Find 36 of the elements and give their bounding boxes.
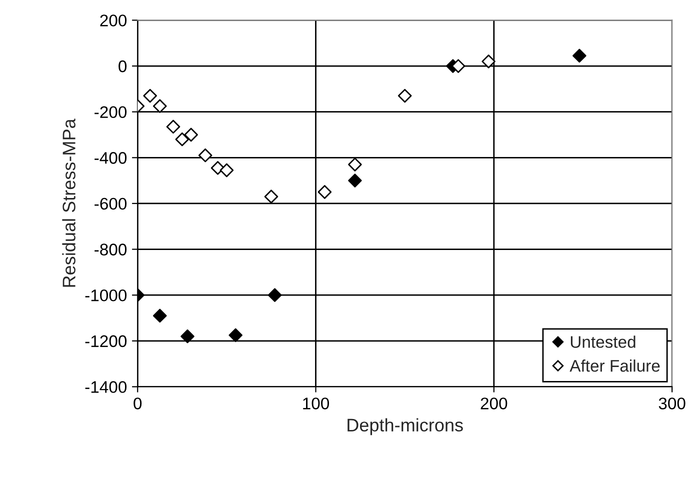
y-axis-title: Residual Stress-MPa [62, 118, 76, 287]
point [180, 329, 194, 344]
y-tick-label: -800 [94, 244, 127, 256]
point [220, 163, 234, 178]
point [398, 88, 412, 103]
point [482, 54, 496, 68]
y-tick-label: -200 [94, 106, 127, 118]
legend-label: Untested [570, 336, 636, 348]
point [152, 308, 167, 323]
point [152, 99, 167, 114]
y-tick-label: -1200 [85, 335, 127, 348]
point [184, 128, 198, 142]
x-tick-label: 300 [658, 398, 686, 410]
point [572, 48, 586, 63]
point [175, 132, 190, 146]
point [451, 59, 466, 73]
point [198, 148, 212, 162]
legend-label: After Failure [570, 360, 660, 372]
point [143, 88, 157, 103]
y-tick-label: 0 [118, 60, 127, 72]
y-tick-label: -400 [94, 152, 127, 164]
point [348, 158, 362, 172]
y-tick-label: 200 [100, 14, 127, 26]
x-tick-label: 200 [480, 398, 508, 410]
x-axis-title: Depth-microns [348, 418, 463, 436]
point [264, 190, 278, 204]
point [348, 174, 362, 188]
x-tick-label: 0 [134, 398, 142, 410]
point [166, 120, 180, 134]
y-tick-label: -1400 [85, 381, 127, 393]
point [318, 185, 332, 199]
point [268, 288, 282, 302]
y-tick-label: -600 [94, 198, 127, 210]
point [228, 328, 242, 342]
y-tick-label: -1000 [85, 289, 127, 302]
x-tick-label: 100 [303, 398, 330, 410]
